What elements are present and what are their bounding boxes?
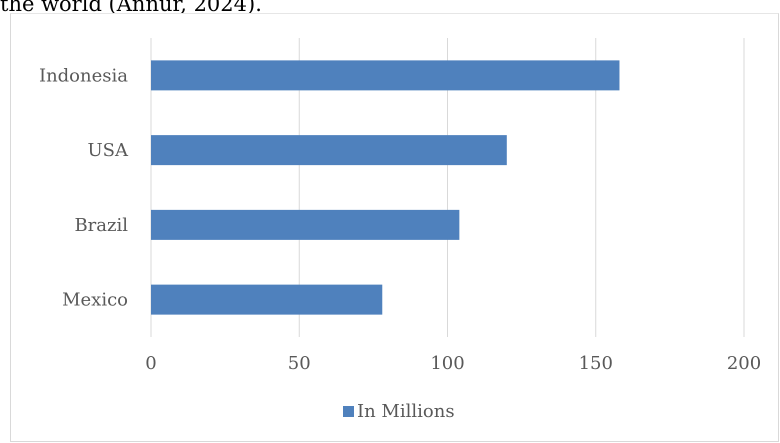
y-category-label-indonesia: Indonesia <box>39 65 128 86</box>
x-tick-label-0: 0 <box>145 353 156 374</box>
x-tick-label-150: 150 <box>579 353 613 374</box>
x-tick-label-100: 100 <box>430 353 464 374</box>
bar-brazil <box>151 209 460 240</box>
bar-usa <box>151 135 507 166</box>
y-category-label-mexico: Mexico <box>62 290 128 311</box>
bar-indonesia <box>151 60 620 91</box>
x-tick-label-200: 200 <box>727 353 761 374</box>
caption-fragment: the world (Annur, 2024). <box>0 0 262 16</box>
legend-swatch <box>343 406 354 417</box>
y-category-label-usa: USA <box>88 140 130 161</box>
legend-label: In Millions <box>357 401 455 422</box>
y-category-label-brazil: Brazil <box>74 215 128 236</box>
x-tick-label-50: 50 <box>288 353 311 374</box>
bar-mexico <box>151 284 383 315</box>
